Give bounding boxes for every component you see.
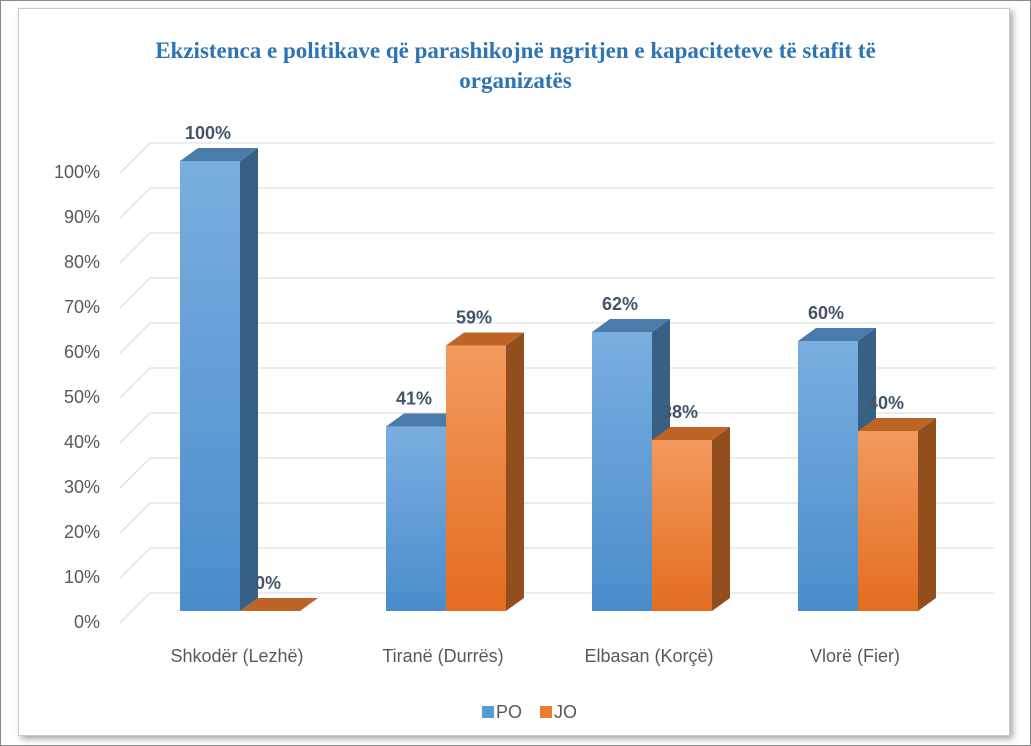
y-tick-label: 90% [64,207,100,227]
value-label: 41% [396,388,432,408]
y-tick-label: 50% [64,387,100,407]
bar-front [858,431,918,611]
bar-top [858,418,936,431]
value-label: 59% [456,307,492,327]
y-tick-label: 70% [64,297,100,317]
grid-line [119,232,995,264]
y-tick-label: 20% [64,522,100,542]
grid-line [119,142,995,174]
y-tick-label: 30% [64,477,100,497]
bar [180,148,258,611]
y-tick-label: 60% [64,342,100,362]
legend-label: PO [496,702,522,722]
x-tick-label: Tiranë (Durrës) [382,646,503,666]
grid-line [119,322,995,354]
y-tick-label: 0% [74,612,100,632]
bar-top [798,328,876,341]
legend-swatch [540,706,552,718]
legend-label: JO [554,702,577,722]
y-tick-label: 10% [64,567,100,587]
grid-line [119,412,995,444]
x-tick-label: Elbasan (Korçë) [584,646,713,666]
bar-side [240,148,258,611]
value-label: 62% [602,294,638,314]
grid-line [119,277,995,309]
bar-top [386,413,464,427]
bar-side [712,427,730,611]
bar-front [798,341,858,611]
bar-front [386,426,446,611]
grid-line [119,187,995,219]
value-label: 60% [808,303,844,323]
chart-title: Ekzistenca e politikave që parashikojnë … [155,38,876,93]
x-tick-label: Shkodër (Lezhë) [170,646,303,666]
bar-front [652,440,712,611]
value-label: 0% [255,573,281,593]
bar-top [240,598,318,611]
grid-line [119,367,995,399]
bar-top [592,319,670,332]
bar-front [592,332,652,611]
value-label: 40% [868,393,904,413]
bar [652,427,730,611]
title-box: Ekzistenca e politikave që parashikojnë … [0,36,1031,96]
bar-side [506,332,524,611]
value-label: 38% [662,402,698,422]
y-tick-label: 80% [64,252,100,272]
bar [446,332,524,611]
bar-front [180,161,240,611]
bar [592,319,670,611]
bar-top [180,148,258,161]
bar-side [918,418,936,611]
y-tick-label: 40% [64,432,100,452]
bar [240,598,318,611]
value-label: 100% [185,123,231,143]
bar [858,418,936,611]
bar-top [652,427,730,440]
legend-swatch [482,706,494,718]
bar-top [446,332,524,346]
bar-front [446,345,506,611]
y-tick-label: 100% [54,162,100,182]
x-tick-label: Vlorë (Fier) [810,646,900,666]
